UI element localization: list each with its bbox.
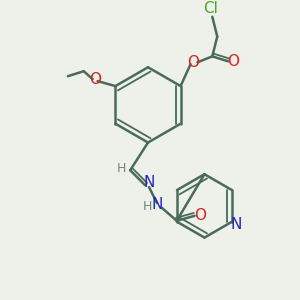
Text: N: N: [143, 175, 155, 190]
Text: H: H: [117, 162, 126, 175]
Text: N: N: [230, 217, 242, 232]
Text: O: O: [188, 55, 200, 70]
Text: H: H: [142, 200, 152, 213]
Text: O: O: [88, 72, 101, 87]
Text: Cl: Cl: [203, 1, 218, 16]
Text: N: N: [151, 197, 163, 212]
Text: O: O: [194, 208, 206, 223]
Text: O: O: [227, 54, 239, 69]
